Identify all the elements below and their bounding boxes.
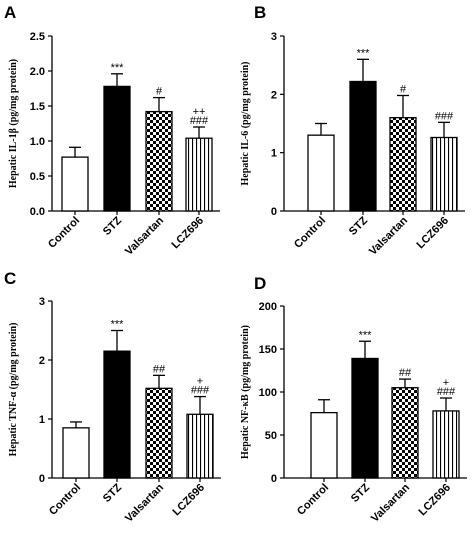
bar bbox=[432, 410, 460, 479]
y-tick-label: 2.5 bbox=[30, 31, 45, 43]
y-tick-label: 2.0 bbox=[30, 66, 45, 78]
x-tick-label: Valsartan bbox=[367, 214, 410, 257]
x-tick-label: STZ bbox=[101, 481, 124, 504]
significance-label: # bbox=[400, 84, 407, 96]
x-tick-label: STZ bbox=[347, 214, 370, 237]
y-tick-label: 0.0 bbox=[30, 206, 45, 218]
bar bbox=[145, 110, 173, 212]
bar bbox=[103, 85, 131, 212]
significance-label: ## bbox=[399, 367, 412, 379]
significance-label: + bbox=[197, 376, 203, 388]
y-axis-title: Hepatic TNF-α (pg/mg protein) bbox=[8, 323, 19, 457]
y-tick-label: 0 bbox=[271, 206, 277, 218]
y-axis-title: Hepatic IL-6 (pg/mg protein) bbox=[240, 62, 251, 186]
y-tick-label: 100 bbox=[259, 387, 277, 399]
x-tick-label: Control bbox=[46, 215, 82, 251]
significance-label: *** bbox=[111, 319, 125, 331]
bar bbox=[61, 156, 89, 212]
y-tick-label: 2 bbox=[271, 89, 277, 101]
bar bbox=[351, 357, 379, 479]
significance-label: + bbox=[443, 377, 449, 389]
chart-panel-D: D 0 50 100 150 200 Hepatic NF-κB (pg/mg protei… bbox=[240, 274, 467, 525]
significance-label: ## bbox=[153, 363, 166, 375]
chart-panel-B: B 0 1 2 3 Hepatic IL-6 (pg/mg protein) Control… bbox=[240, 3, 465, 258]
chart-panel-A: A 0.0 0.5 1.0 1.5 2.0 2.5 Hepatic IL-1β (pg/mg … bbox=[4, 3, 220, 258]
significance-label: ++ bbox=[193, 106, 206, 118]
bar bbox=[430, 136, 458, 212]
significance-label: ### bbox=[190, 115, 209, 127]
significance-label: *** bbox=[359, 329, 373, 341]
y-tick-label: 1 bbox=[271, 148, 277, 160]
bar bbox=[310, 411, 338, 479]
significance-label: ### bbox=[435, 110, 454, 122]
significance-label: # bbox=[156, 86, 163, 98]
bar bbox=[62, 427, 90, 479]
y-tick-label: 1 bbox=[39, 414, 45, 426]
significance-label: *** bbox=[357, 47, 371, 59]
x-tick-label: Valsartan bbox=[369, 481, 412, 524]
y-tick-label: 3 bbox=[271, 31, 277, 43]
x-tick-label: LCZ696 bbox=[415, 215, 452, 252]
bar bbox=[145, 387, 173, 479]
bar bbox=[349, 80, 377, 212]
x-tick-label: LCZ696 bbox=[171, 482, 208, 519]
x-tick-label: LCZ696 bbox=[170, 215, 207, 252]
x-tick-label: Control bbox=[292, 215, 328, 251]
bar bbox=[391, 387, 419, 479]
panel-label: A bbox=[4, 3, 16, 22]
x-tick-label: LCZ696 bbox=[417, 482, 454, 519]
significance-label: ### bbox=[191, 385, 210, 397]
x-tick-label: STZ bbox=[101, 214, 124, 237]
significance-label: *** bbox=[111, 62, 125, 74]
panel-label: B bbox=[254, 3, 266, 22]
panel-label: C bbox=[4, 269, 16, 288]
x-tick-label: STZ bbox=[349, 481, 372, 504]
bar bbox=[186, 413, 214, 479]
y-tick-label: 1.0 bbox=[30, 136, 45, 148]
bar bbox=[185, 137, 213, 212]
y-tick-label: 150 bbox=[259, 344, 277, 356]
bar bbox=[103, 350, 131, 479]
x-tick-label: Control bbox=[295, 482, 331, 518]
significance-label: ### bbox=[437, 386, 456, 398]
chart-panel-C: C 0 1 2 3 Hepatic TNF-α (pg/mg protein) Contro… bbox=[4, 269, 221, 525]
bar bbox=[389, 117, 417, 212]
y-axis-title: Hepatic IL-1β (pg/mg protein) bbox=[8, 59, 19, 188]
y-tick-label: 50 bbox=[265, 430, 277, 442]
y-tick-label: 200 bbox=[259, 301, 277, 313]
x-tick-label: Valsartan bbox=[123, 481, 166, 524]
y-tick-label: 0.5 bbox=[30, 171, 45, 183]
y-tick-label: 0 bbox=[271, 473, 277, 485]
x-tick-label: Valsartan bbox=[123, 214, 166, 257]
bar bbox=[307, 134, 335, 212]
x-tick-label: Control bbox=[47, 482, 83, 518]
y-tick-label: 3 bbox=[39, 296, 45, 308]
y-tick-label: 0 bbox=[39, 473, 45, 485]
panel-label: D bbox=[254, 274, 266, 293]
y-axis-title: Hepatic NF-κB (pg/mg protein) bbox=[240, 325, 251, 459]
y-tick-label: 2 bbox=[39, 355, 45, 367]
y-tick-label: 1.5 bbox=[30, 101, 45, 113]
